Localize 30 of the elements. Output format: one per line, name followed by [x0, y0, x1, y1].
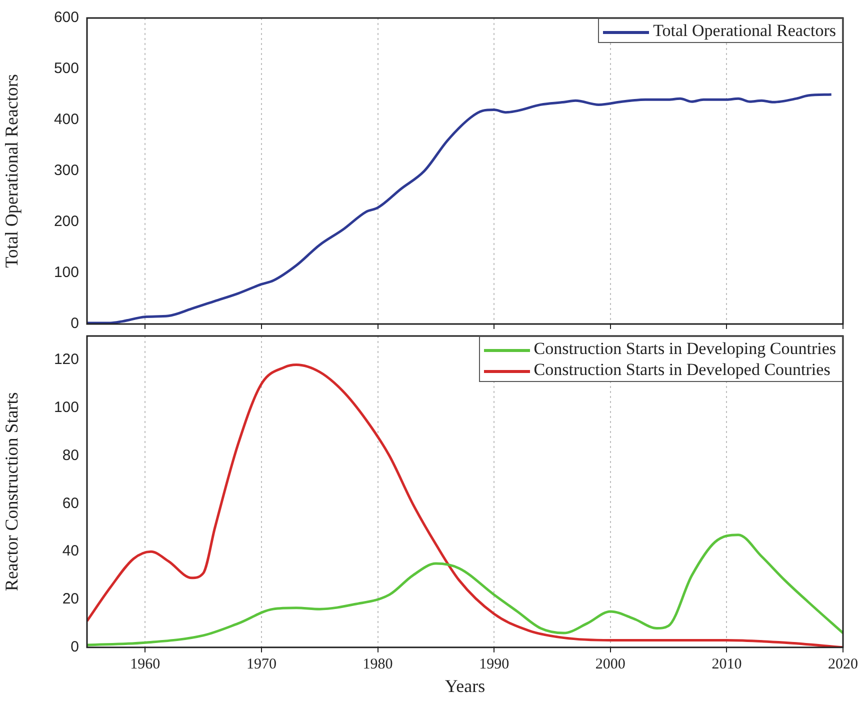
y-tick-label: 40: [62, 542, 79, 560]
y-tick-label: 300: [54, 162, 79, 180]
y-tick-label: 0: [70, 315, 79, 332]
y-tick-label: 400: [54, 111, 79, 128]
x-tick-label: 1960: [130, 656, 160, 672]
x-tick-label: 2000: [595, 656, 626, 672]
y-tick-label: 120: [54, 351, 79, 368]
legend-label: Construction Starts in Developed Countries: [534, 360, 830, 379]
line-series: [87, 93, 833, 324]
x-axis-title: Years: [444, 676, 486, 696]
y-tick-label: 20: [62, 590, 79, 608]
y-axis-title: Reactor Construction Starts: [2, 392, 22, 592]
x-tick-label: 1990: [479, 656, 510, 672]
y-tick-label: 500: [54, 60, 79, 78]
y-tick-label: 0: [70, 638, 79, 656]
y-tick-label: 100: [54, 264, 79, 282]
y-tick-label: 60: [62, 494, 79, 512]
y-tick-label: 600: [54, 9, 79, 26]
y-tick-label: 200: [54, 213, 79, 230]
line-series: [87, 534, 843, 646]
x-tick-label: 1980: [362, 656, 393, 672]
y-tick-label: 100: [54, 399, 79, 416]
x-tick-label: 2010: [712, 656, 742, 672]
y-axis-title: Total Operational Reactors: [2, 74, 22, 268]
x-tick-label: 1970: [246, 656, 276, 672]
line-series: [87, 363, 843, 648]
legend-label: Construction Starts in Developing Countries: [534, 339, 836, 358]
y-tick-label: 80: [62, 446, 79, 464]
x-tick-label: 2020: [828, 656, 858, 672]
legend-label: Total Operational Reactors: [653, 21, 836, 40]
